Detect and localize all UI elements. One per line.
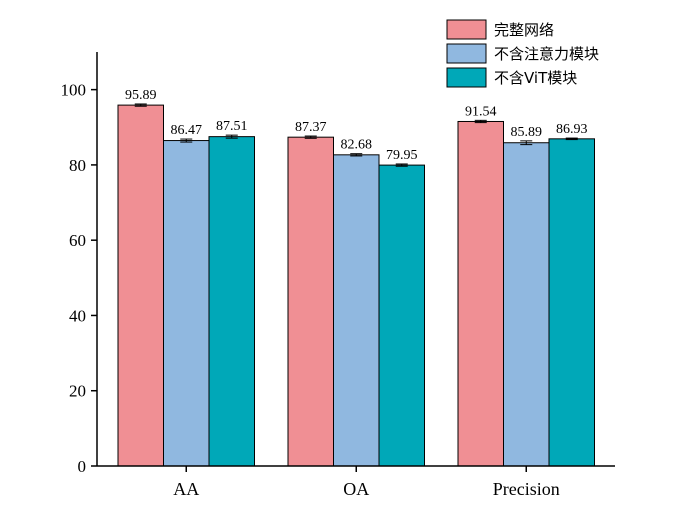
x-tick-label-precision: Precision (493, 479, 560, 499)
data-label: 85.89 (511, 125, 543, 140)
x-tick-label-oa: OA (343, 479, 369, 499)
bar-oa-series-1 (287, 136, 334, 467)
data-label: 86.47 (171, 123, 203, 138)
y-tick-label: 100 (61, 81, 87, 100)
error-bars-group (134, 103, 578, 167)
y-tick-label: 20 (69, 382, 86, 401)
legend-swatch-1 (446, 19, 487, 40)
legend-swatch-3 (446, 67, 487, 88)
y-tick-label: 0 (78, 457, 87, 476)
bar-oa-series-3 (378, 164, 425, 467)
y-tick-label: 60 (69, 231, 86, 250)
legend-label-1: 完整网络 (494, 21, 554, 39)
bar-oa-series-2 (333, 154, 380, 467)
x-tick-label-aa: AA (173, 479, 199, 499)
legend-label-2: 不含注意力模块 (494, 45, 599, 63)
bar-aa-series-2 (163, 140, 210, 467)
bar-aa-series-1 (117, 104, 164, 467)
data-labels-group: 95.89 86.47 87.51 87.37 82.68 79.95 91.54 85.89… (125, 88, 588, 163)
axes-group: 0 20 40 60 80 100 AA OA Precision (61, 52, 615, 499)
data-label: 91.54 (465, 104, 497, 119)
bar-aa-series-3 (208, 136, 255, 467)
data-label: 82.68 (341, 138, 373, 153)
bars-group (117, 104, 595, 467)
legend-swatch-2 (446, 43, 487, 64)
y-tick-label: 80 (69, 156, 86, 175)
data-label: 95.89 (125, 88, 157, 103)
data-label: 87.51 (216, 119, 248, 134)
data-label: 79.95 (386, 148, 418, 163)
data-label: 87.37 (295, 120, 327, 135)
legend-label-3: 不含ViT模块 (494, 69, 577, 87)
y-tick-label: 40 (69, 306, 86, 325)
bar-precision-series-3 (548, 138, 595, 467)
bar-precision-series-1 (457, 120, 504, 467)
data-label: 86.93 (556, 122, 588, 137)
bar-precision-series-2 (503, 142, 550, 467)
